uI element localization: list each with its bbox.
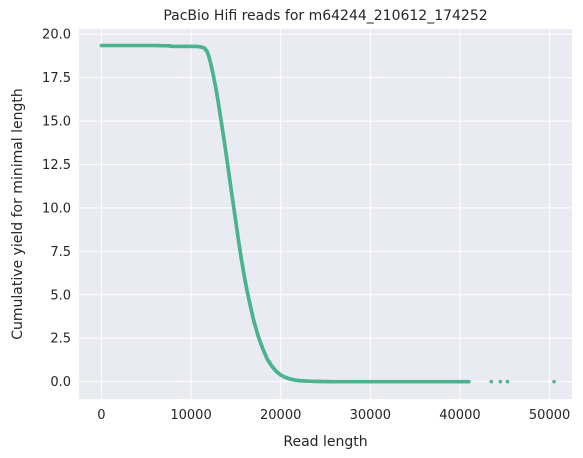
x-axis-ticks: 0 10000 20000 30000 40000 50000 [97,408,570,423]
data-point [350,379,355,384]
data-point [368,379,373,384]
data-point [248,303,253,308]
y-tick-label: 15.0 [42,115,71,130]
data-point [395,379,400,384]
data-point [458,379,462,384]
data-point [386,379,391,384]
data-point [422,379,426,384]
x-tick-label: 20000 [260,408,301,423]
grid [79,29,572,399]
data-point [99,43,104,48]
data-point [467,379,471,384]
data-point [225,157,229,162]
data-point [292,378,296,382]
data-point [287,377,292,381]
data-point [260,346,265,351]
data-point [341,379,346,384]
data-points [99,43,556,384]
data-point [251,319,256,323]
data-point [328,379,332,384]
x-axis-label: Read length [283,434,367,450]
x-tick-label: 10000 [170,408,211,423]
data-point [278,373,283,377]
data-point [198,44,202,49]
data-point [359,379,364,384]
data-point [305,379,310,383]
chart-title: PacBio Hifi reads for m64244_210612_1742… [163,8,487,24]
data-point [498,379,503,384]
y-axis-label: Cumulative yield for minimal length [10,88,26,340]
data-point [193,44,198,49]
data-point [404,379,408,384]
data-point [245,291,250,295]
data-point [314,379,319,384]
data-point [214,88,218,92]
data-point [221,133,226,137]
x-tick-label: 30000 [350,408,391,423]
data-point [117,43,122,48]
data-point [230,195,235,200]
data-point [211,74,216,78]
data-point [431,379,435,384]
data-point [265,357,270,361]
data-point [189,44,193,49]
data-point [310,379,314,384]
data-point [135,43,140,48]
data-point [227,176,232,181]
data-point [208,61,213,66]
data-point [323,379,328,384]
data-point [552,379,556,384]
data-point [274,369,279,374]
data-point [171,44,175,49]
data-point [202,46,207,50]
y-tick-label: 0.0 [50,375,71,390]
y-tick-label: 5.0 [50,288,71,303]
data-point [377,379,382,384]
y-tick-label: 10.0 [42,201,71,216]
data-point [319,379,323,384]
y-tick-label: 20.0 [42,28,71,43]
data-point [301,379,305,383]
data-point [216,98,220,103]
x-tick-label: 0 [97,408,105,423]
data-point [166,44,171,48]
data-point [218,115,223,120]
data-point [489,379,494,384]
data-point [205,49,209,54]
data-point [296,378,301,383]
y-tick-label: 12.5 [42,158,71,173]
data-point [269,364,274,368]
data-point [505,379,510,384]
data-point [239,256,244,261]
data-point [243,277,247,281]
y-axis-ticks: 0.0 2.5 5.0 7.5 10.0 12.5 15.0 17.5 20.0 [42,28,71,390]
data-point [207,54,211,59]
data-point [283,375,287,380]
data-point [236,239,241,243]
data-point [234,220,238,224]
data-point [440,379,444,384]
data-point [256,334,261,339]
data-point [332,379,337,384]
x-tick-label: 40000 [439,408,480,423]
data-point [180,44,184,49]
data-point [413,379,417,384]
plot-area [79,29,572,399]
y-tick-label: 2.5 [50,332,71,347]
x-tick-label: 50000 [529,408,570,423]
y-tick-label: 7.5 [50,245,71,260]
data-point [449,379,453,384]
y-tick-label: 17.5 [42,71,71,86]
data-point [153,43,157,48]
